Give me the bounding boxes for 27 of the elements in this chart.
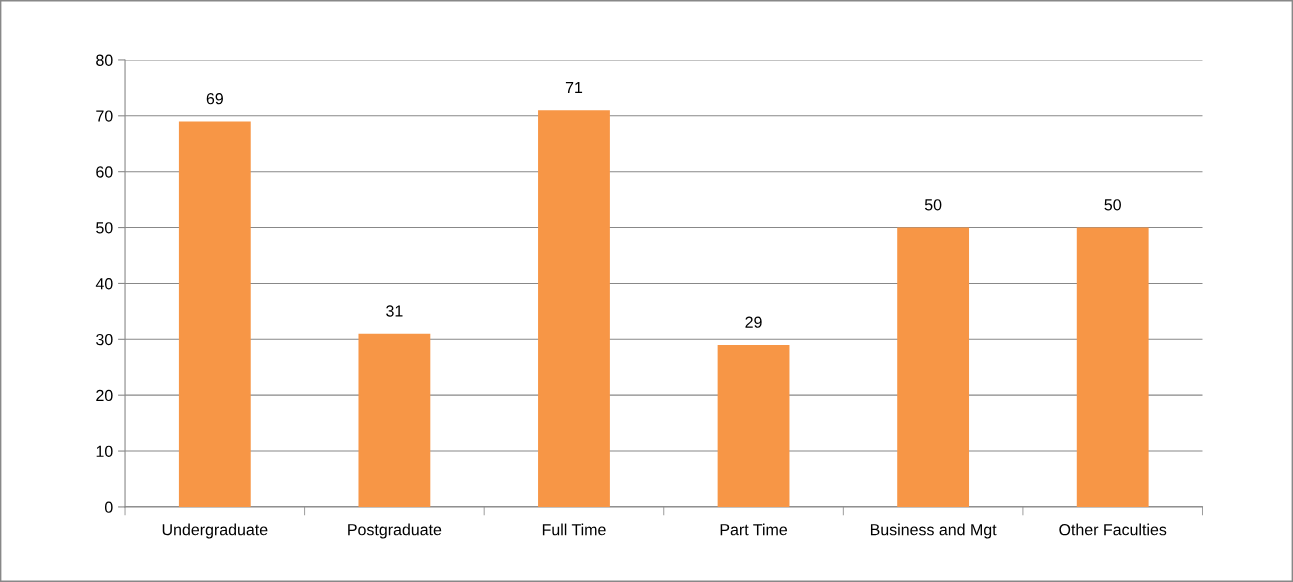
bar: [358, 333, 431, 507]
y-tick-label: 0: [104, 501, 113, 513]
y-tick-label: 80: [96, 54, 113, 66]
y-tick-label: 70: [96, 110, 113, 122]
y-tick-label: 40: [95, 278, 113, 290]
y-tick-label: 20: [96, 389, 113, 402]
data-label: 29: [745, 316, 762, 328]
y-tick-label: 50: [96, 222, 113, 234]
bar: [897, 227, 970, 507]
y-tick-label: 60: [96, 166, 113, 178]
data-label: 71: [565, 82, 583, 94]
x-tick-label: Undergraduate: [162, 523, 268, 539]
y-tick-label: 30: [96, 333, 113, 346]
bar: [1076, 227, 1149, 507]
x-tick-label: Full Time: [542, 523, 606, 536]
y-tick-label: 10: [96, 445, 113, 457]
data-label: 69: [206, 93, 223, 105]
bar: [178, 121, 251, 507]
x-tick-label: Other Faculties: [1059, 523, 1167, 536]
bar: [538, 110, 610, 507]
x-tick-label: Part Time: [720, 523, 788, 536]
x-tick-label: Business and Mgt: [870, 523, 997, 539]
data-label: 50: [1104, 199, 1121, 211]
x-tick-label: Postgraduate: [348, 523, 442, 539]
data-label: 31: [386, 305, 403, 317]
data-label: 50: [924, 199, 942, 211]
bar: [717, 344, 790, 507]
